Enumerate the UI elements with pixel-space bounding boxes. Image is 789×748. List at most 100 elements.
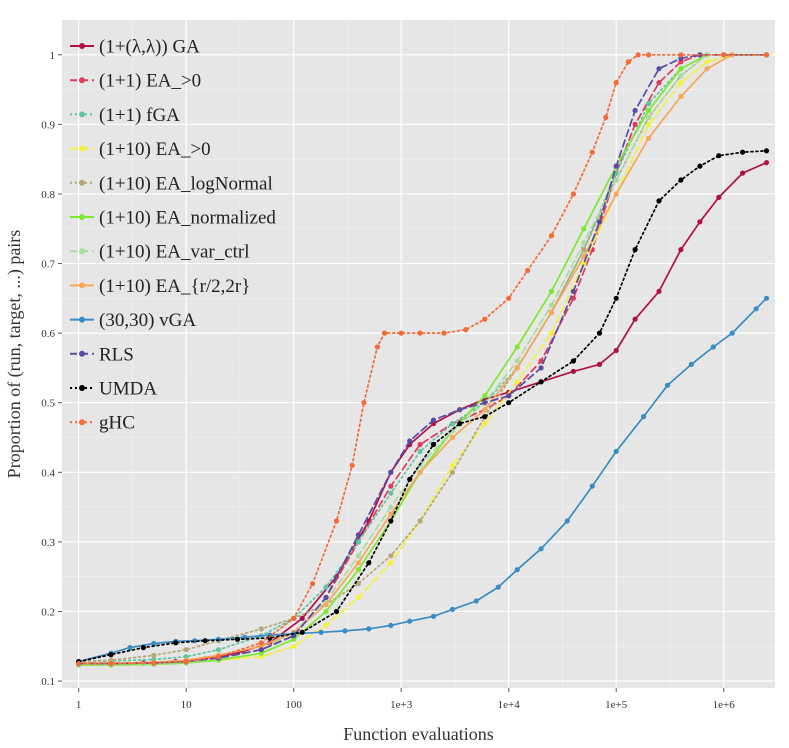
- legend-marker: [79, 248, 85, 255]
- data-point: [202, 638, 208, 644]
- legend-label: (1+10) EA_>0: [99, 139, 211, 160]
- data-point: [664, 382, 671, 388]
- data-point: [323, 584, 329, 590]
- data-point: [407, 438, 413, 444]
- data-point: [596, 219, 603, 225]
- data-point: [457, 407, 463, 413]
- x-axis-title: Function evaluations: [343, 724, 493, 744]
- data-point: [407, 618, 413, 624]
- data-point: [603, 114, 609, 120]
- data-point: [514, 379, 520, 385]
- legend-item: (1+10) EA_logNormal: [70, 173, 273, 194]
- data-point: [215, 647, 222, 653]
- data-point: [355, 532, 361, 538]
- data-point: [381, 330, 388, 336]
- data-point: [625, 59, 632, 65]
- legend-label: (1+10) EA_normalized: [99, 208, 276, 229]
- data-point: [388, 622, 394, 629]
- data-point: [613, 177, 619, 183]
- data-point: [596, 361, 603, 367]
- data-point: [361, 400, 367, 406]
- y-tick-label: 0.4: [41, 467, 55, 479]
- data-point: [589, 149, 595, 155]
- data-point: [704, 66, 710, 72]
- data-point: [729, 330, 735, 336]
- data-point: [613, 295, 619, 301]
- legend-marker: [79, 111, 85, 118]
- x-tick-label: 1e+3: [390, 699, 413, 711]
- data-point: [514, 358, 520, 364]
- legend-item: gHC: [70, 413, 135, 434]
- data-point: [538, 358, 544, 364]
- data-point: [740, 170, 746, 176]
- axis-layer: 1 10 100 1e+3 1e+4 1e+5 1e+6 0.1 0.2 0.3 0.4 0.5 0.6…: [41, 50, 735, 711]
- data-point: [613, 448, 619, 454]
- legend-item: (1+1) fGA: [70, 105, 180, 126]
- data-point: [417, 448, 423, 454]
- data-point: [310, 581, 316, 587]
- data-point: [151, 652, 157, 658]
- data-point: [538, 379, 544, 385]
- data-point: [632, 121, 638, 127]
- data-point: [417, 330, 423, 336]
- data-point: [721, 52, 727, 58]
- data-point: [482, 393, 488, 399]
- data-point: [548, 309, 555, 315]
- data-point: [506, 400, 512, 406]
- data-point: [417, 518, 423, 524]
- data-point: [589, 483, 595, 489]
- data-point: [570, 358, 577, 364]
- legend: (1+(λ,λ)) GA (1+1) EA_>0 (1+1) fGA (1+10) E…: [70, 37, 276, 434]
- data-point: [151, 660, 157, 666]
- legend-marker: [79, 214, 85, 220]
- data-point: [473, 598, 479, 604]
- y-tick-label: 0.2: [41, 606, 55, 618]
- data-point: [656, 80, 662, 86]
- data-point: [656, 198, 662, 204]
- data-point: [646, 107, 652, 114]
- data-point: [374, 344, 380, 350]
- y-tick-label: 0.9: [41, 119, 55, 131]
- legend-label: (1+1) EA_>0: [99, 71, 201, 92]
- data-point: [763, 148, 770, 154]
- data-point: [678, 177, 684, 183]
- series-line: [77, 53, 768, 663]
- legend-marker: [79, 385, 85, 391]
- data-point: [596, 330, 603, 336]
- data-point: [482, 414, 488, 420]
- data-point: [355, 560, 361, 566]
- data-point: [697, 163, 703, 169]
- data-point: [388, 490, 394, 496]
- data-point: [632, 316, 638, 322]
- data-point: [355, 539, 361, 545]
- data-point: [430, 613, 437, 619]
- legend-item: (1+(λ,λ)) GA: [70, 37, 200, 58]
- y-tick-label: 1: [50, 50, 56, 62]
- data-point: [140, 645, 146, 651]
- y-tick-label: 0.6: [41, 328, 55, 340]
- data-point: [495, 584, 501, 590]
- data-point: [388, 518, 394, 524]
- data-point: [449, 606, 456, 613]
- legend-marker: [79, 179, 85, 186]
- data-point: [548, 330, 555, 336]
- legend-marker: [79, 419, 85, 426]
- data-point: [457, 421, 463, 427]
- data-point: [441, 330, 447, 336]
- data-point: [581, 247, 587, 253]
- legend-item: RLS: [70, 344, 134, 365]
- legend-item: (1+1) EA_>0: [70, 71, 201, 92]
- data-point: [525, 267, 531, 274]
- data-point: [108, 652, 114, 658]
- data-point: [514, 567, 520, 573]
- data-point: [291, 643, 297, 649]
- data-point: [183, 659, 189, 665]
- data-point: [388, 469, 394, 475]
- x-tick-label: 1e+4: [498, 699, 521, 711]
- data-point: [763, 52, 770, 58]
- data-point: [581, 226, 587, 232]
- data-point: [183, 647, 189, 653]
- data-point: [482, 407, 488, 413]
- data-point: [632, 247, 638, 253]
